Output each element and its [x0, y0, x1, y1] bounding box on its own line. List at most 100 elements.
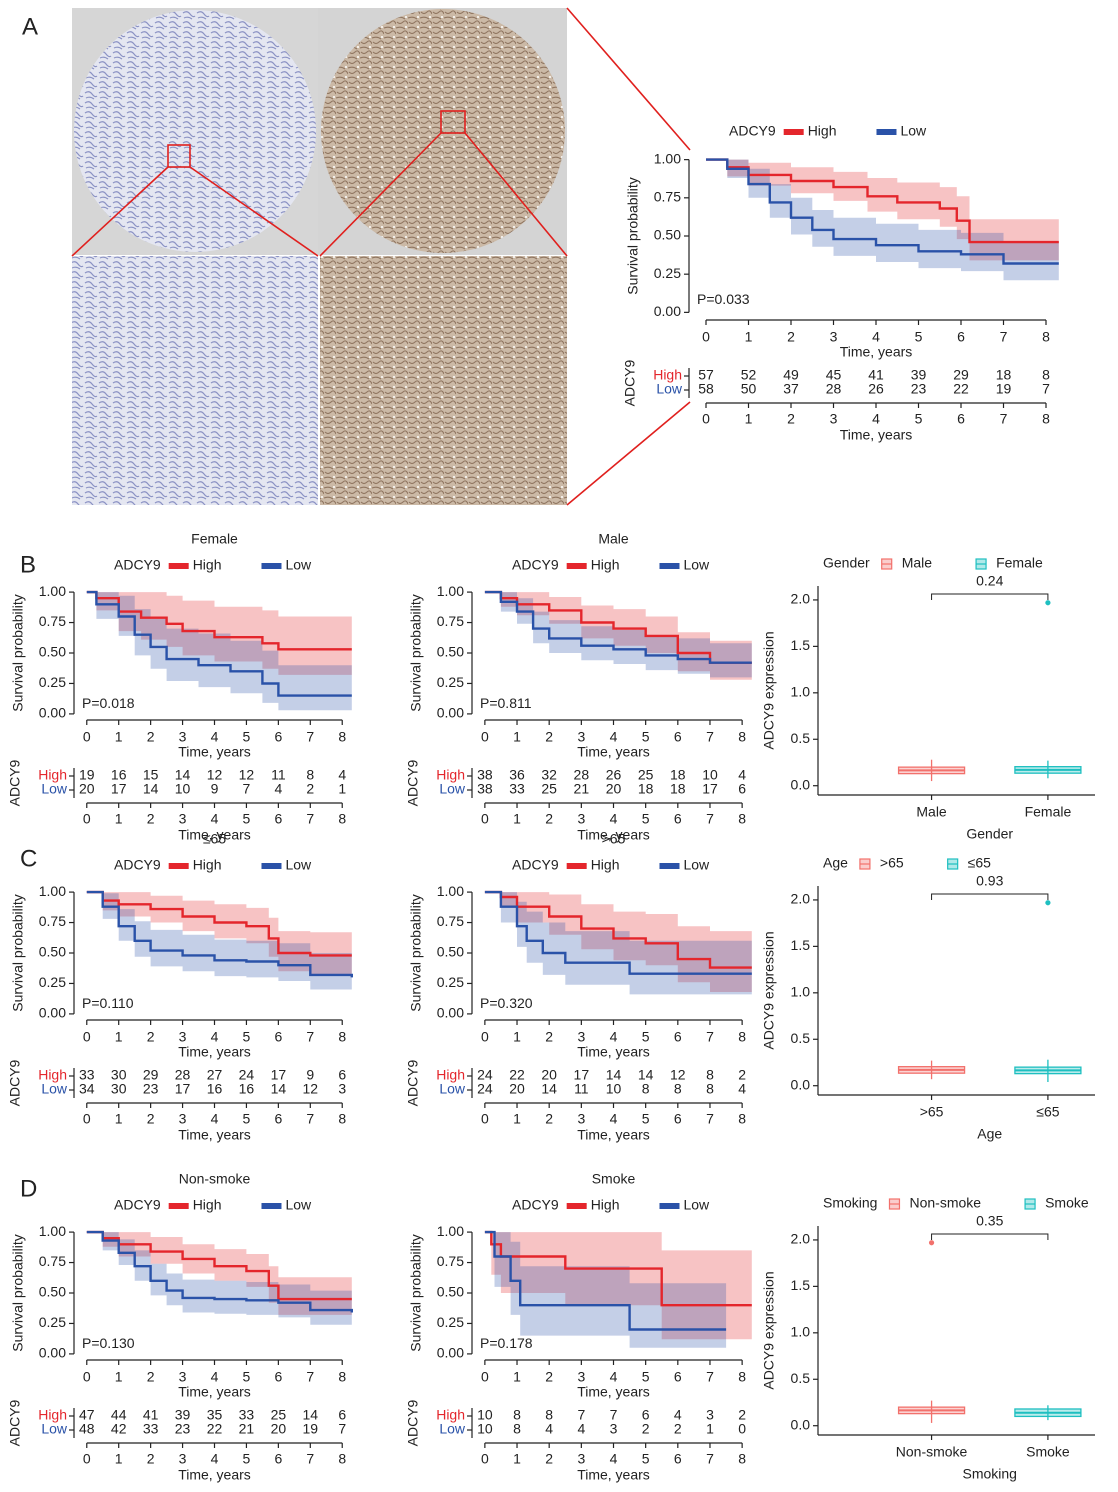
confidence-band [484, 1232, 752, 1340]
y-tick-label: 0.25 [39, 674, 66, 690]
legend-title: Smoking [823, 1195, 877, 1211]
x-tick-label: 7 [706, 729, 714, 745]
risk-x-tick-label: 3 [179, 811, 187, 827]
risk-title: ADCY9 [405, 1399, 421, 1446]
outlier [928, 1240, 935, 1246]
y-tick-label: 0.00 [39, 705, 66, 721]
y-tick-label: 0.50 [39, 1284, 66, 1300]
x-tick-label: 4 [872, 329, 880, 345]
risk-x-tick-label: 8 [738, 1111, 746, 1127]
risk-count: 7 [577, 1407, 585, 1423]
risk-count: 4 [274, 781, 282, 797]
risk-count: 17 [271, 1067, 287, 1083]
x-tick-label: 4 [610, 1029, 618, 1045]
risk-x-tick-label: 6 [674, 811, 682, 827]
legend-swatch [168, 1203, 189, 1209]
legend-label: Low [900, 123, 927, 139]
zoom-line [566, 401, 691, 506]
y-tick-label: 0.00 [437, 1345, 464, 1361]
x-tick-label: 6 [274, 1029, 282, 1045]
legend-title: ADCY9 [512, 857, 559, 873]
y-tick-label: 1.00 [654, 150, 681, 166]
risk-x-tick-label: 2 [147, 811, 155, 827]
legend-swatch [261, 1203, 282, 1209]
risk-count: 48 [79, 1421, 95, 1437]
risk-count: 22 [207, 1421, 223, 1437]
risk-count: 33 [143, 1421, 159, 1437]
x-tick-label: 2 [545, 1369, 553, 1385]
plot-area [818, 1226, 1095, 1435]
legend-swatch [566, 563, 587, 569]
risk-x-tick-label: 2 [787, 411, 795, 427]
risk-x-tick-label: 7 [706, 1451, 714, 1467]
legend-title: ADCY9 [114, 557, 161, 573]
y-tick-label: 0.75 [437, 1253, 464, 1269]
x-tick-label: 0 [83, 1029, 91, 1045]
risk-count: 20 [509, 1081, 525, 1097]
risk-count: 8 [545, 1407, 553, 1423]
y-tick-label: 0.75 [654, 189, 681, 205]
risk-count: 8 [642, 1081, 650, 1097]
x-tick-label: >65 [920, 1104, 944, 1120]
y-tick-label: 1.00 [437, 583, 464, 599]
risk-x-tick-label: 7 [706, 811, 714, 827]
y-tick-label: 0.0 [791, 776, 811, 792]
risk-count: 16 [239, 1081, 255, 1097]
risk-count: 7 [243, 781, 251, 797]
risk-x-tick-label: 3 [577, 811, 585, 827]
risk-x-tick-label: 7 [306, 811, 314, 827]
risk-x-axis-label: Time, years [840, 427, 913, 443]
panel-label: C [20, 845, 37, 872]
risk-count: 33 [239, 1407, 255, 1423]
risk-count: 22 [509, 1067, 525, 1083]
risk-count: 10 [702, 767, 718, 783]
x-tick-label: 0 [83, 729, 91, 745]
y-tick-label: 0.00 [39, 1345, 66, 1361]
x-tick-label: 2 [787, 329, 795, 345]
risk-x-tick-label: 1 [115, 1111, 123, 1127]
risk-row-label: High [653, 367, 682, 383]
risk-count: 23 [175, 1421, 191, 1437]
legend-swatch [783, 129, 804, 135]
y-tick-label: 0.5 [791, 1030, 811, 1046]
y-axis-label: Survival probability [10, 894, 26, 1012]
x-axis-label: Time, years [577, 744, 650, 760]
tissue-zoom [320, 256, 567, 505]
legend-swatch [659, 563, 680, 569]
chart-title: Non-smoke [179, 1171, 251, 1187]
legend-label: High [591, 557, 620, 573]
legend-title: ADCY9 [512, 557, 559, 573]
survival-curve [706, 158, 1059, 265]
x-tick-label: Male [916, 804, 947, 820]
y-axis-label: ADCY9 expression [761, 631, 777, 749]
legend-label: Non-smoke [909, 1195, 981, 1211]
risk-title: ADCY9 [7, 1059, 23, 1106]
x-tick-label: 8 [1042, 329, 1050, 345]
risk-count: 12 [670, 1067, 686, 1083]
y-tick-label: 0.75 [437, 613, 464, 629]
y-axis-label: Survival probability [625, 177, 641, 295]
risk-count: 14 [303, 1407, 319, 1423]
x-axis-label: Time, years [840, 344, 913, 360]
legend-label: High [591, 1197, 620, 1213]
risk-count: 20 [541, 1067, 557, 1083]
risk-x-tick-label: 0 [83, 1111, 91, 1127]
x-tick-label: 8 [338, 729, 346, 745]
risk-row-label: High [436, 1407, 465, 1423]
x-tick-label: 0 [481, 729, 489, 745]
risk-x-tick-label: 0 [481, 1111, 489, 1127]
x-tick-label: Non-smoke [896, 1444, 968, 1460]
risk-x-tick-label: 8 [738, 811, 746, 827]
survival-curve [86, 890, 352, 957]
x-tick-label: 6 [274, 1369, 282, 1385]
zoom-line [189, 166, 319, 257]
risk-count: 9 [306, 1067, 314, 1083]
risk-x-axis-label: Time, years [178, 827, 251, 843]
legend-label: Low [285, 557, 312, 573]
survival-curve [86, 890, 353, 978]
risk-x-tick-label: 5 [642, 1451, 650, 1467]
risk-count: 38 [477, 781, 493, 797]
y-tick-label: 1.5 [791, 1277, 811, 1293]
